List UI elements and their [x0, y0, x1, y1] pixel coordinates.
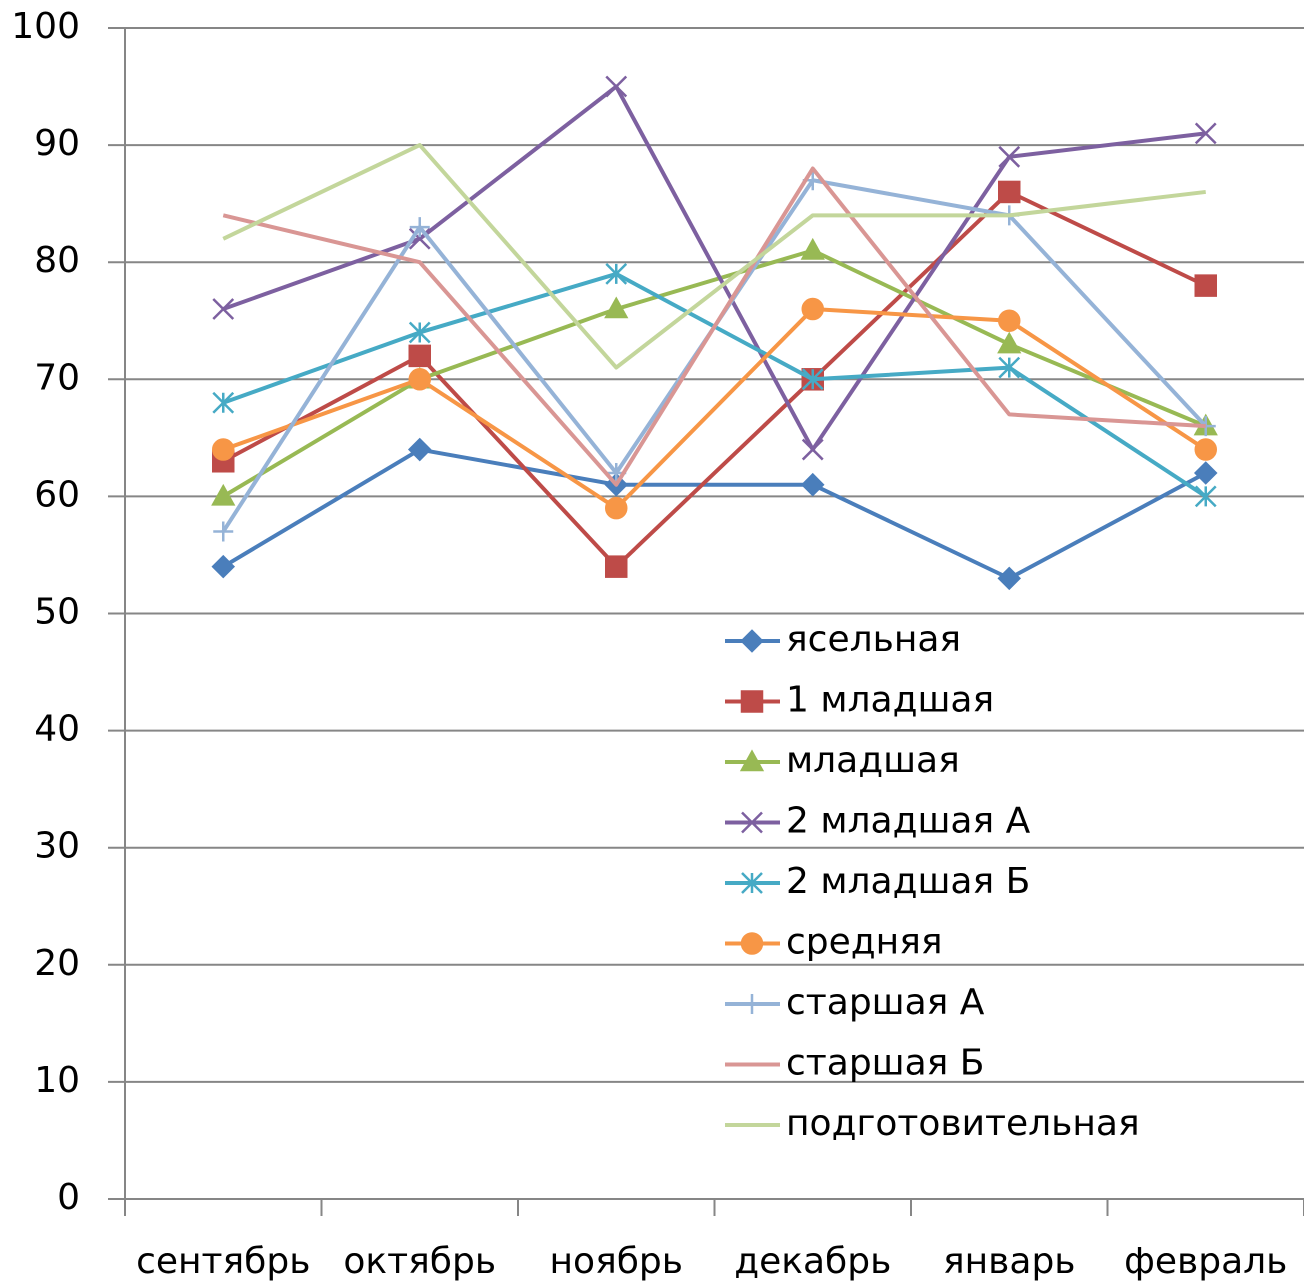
y-tick-label: 80 [34, 240, 80, 281]
y-tick-label: 60 [34, 474, 80, 515]
y-tick-label: 50 [34, 592, 80, 633]
data-point [999, 311, 1019, 331]
legend-marker [742, 692, 762, 712]
legend-label: младшая [786, 740, 960, 781]
data-point [410, 369, 430, 389]
legend-marker [742, 994, 762, 1014]
x-tick-label: январь [943, 1241, 1076, 1282]
data-point [803, 240, 823, 258]
x-tick-label: сентябрь [136, 1241, 310, 1282]
data-point [803, 440, 823, 460]
y-tick-label: 40 [34, 709, 80, 750]
legend-marker [742, 934, 762, 954]
data-point [410, 440, 430, 460]
data-point [606, 498, 626, 518]
series-line [223, 450, 1206, 579]
y-tick-label: 0 [57, 1177, 80, 1218]
data-point [1196, 276, 1216, 296]
data-point [999, 568, 1019, 588]
y-tick-label: 10 [34, 1060, 80, 1101]
data-point [213, 557, 233, 577]
legend-label: ясельная [786, 619, 961, 660]
data-point [803, 299, 823, 319]
x-tick-label: февраль [1124, 1241, 1287, 1282]
data-point [606, 77, 626, 97]
legend-label: старшая А [786, 982, 985, 1023]
x-tick-label: декабрь [734, 1241, 891, 1282]
chart: 0 10 20 30 40 50 60 70 80 90 100 сентябрь октябрь ноя… [0, 0, 1304, 1285]
data-point [606, 557, 626, 577]
x-tick-label: ноябрь [550, 1241, 684, 1282]
data-point [999, 334, 1019, 352]
data-point [213, 522, 233, 542]
data-point [1196, 440, 1216, 460]
y-tick-label: 90 [34, 123, 80, 164]
data-point [213, 440, 233, 460]
data-point [803, 475, 823, 495]
legend-label: подготовительная [786, 1103, 1140, 1144]
y-tick-label: 70 [34, 357, 80, 398]
x-tick-label: октябрь [343, 1241, 496, 1282]
legend-marker [742, 631, 762, 651]
data-point [213, 393, 233, 413]
legend-label: 2 младшая А [786, 801, 1031, 842]
series-line [223, 250, 1206, 496]
data-point [1196, 463, 1216, 483]
legend-label: 1 младшая [786, 680, 994, 721]
data-point [999, 182, 1019, 202]
data-point [213, 299, 233, 319]
legend-label: средняя [786, 922, 943, 963]
y-tick-label: 30 [34, 826, 80, 867]
legend-label: 2 младшая Б [786, 861, 1030, 902]
data-point [410, 346, 430, 366]
y-tick-label: 20 [34, 943, 80, 984]
series-line [223, 274, 1206, 496]
y-tick-label: 100 [11, 6, 80, 47]
legend-label: старшая Б [786, 1043, 984, 1084]
